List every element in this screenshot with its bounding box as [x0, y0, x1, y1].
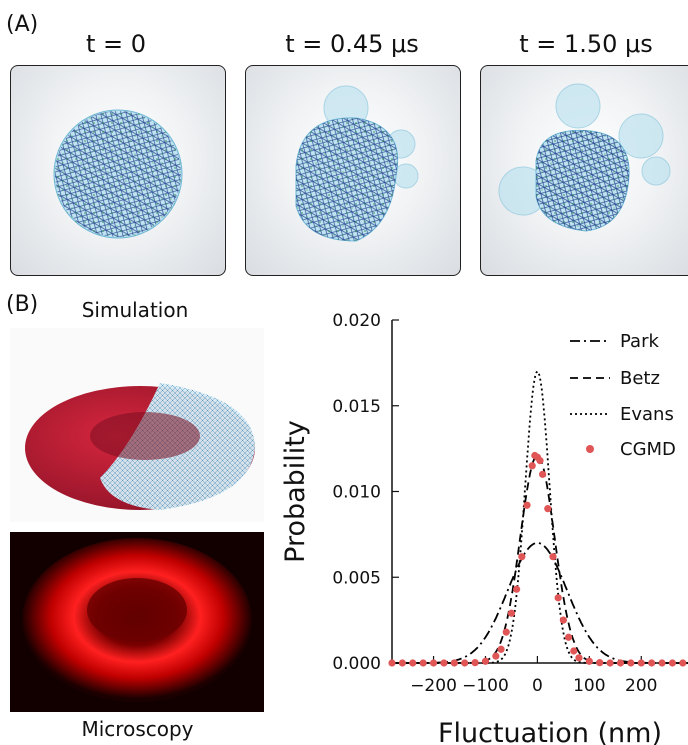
cgmd-point: [596, 659, 604, 667]
y-tick-label: 0.010: [332, 483, 381, 503]
cgmd-point: [648, 659, 656, 667]
cgmd-point: [606, 659, 614, 667]
x-tick-label: 0: [532, 676, 543, 696]
y-tick-label: 0.000: [332, 654, 381, 674]
snapshot-frame-2: [245, 65, 461, 276]
cgmd-point: [450, 659, 458, 667]
cgmd-point: [536, 457, 544, 465]
membrane-mesh-2: [295, 85, 419, 242]
cgmd-point: [429, 659, 438, 667]
legend-label-betz: Betz: [620, 368, 660, 389]
cgmd-point: [570, 647, 578, 655]
cgmd-point: [502, 628, 510, 636]
fluctuation-chart: 0.000 0.005 0.010 0.015 0.020 −200 −100 0 100 200…: [280, 311, 688, 745]
cgmd-point: [461, 659, 469, 667]
simulation-image: [10, 328, 264, 522]
cgmd-point: [409, 659, 417, 667]
membrane-mesh-1: [53, 109, 183, 239]
snapshot-time-1: t = 0: [85, 30, 147, 58]
x-tick-label: −200: [410, 676, 457, 696]
cgmd-point: [538, 470, 547, 478]
legend-label-park: Park: [620, 331, 659, 352]
legend-label-cgmd: CGMD: [620, 439, 676, 460]
snapshot-time-2: t = 0.45 μs: [285, 30, 419, 58]
cgmd-point: [554, 594, 562, 602]
cgmd-point: [549, 553, 557, 561]
y-tick-label: 0.015: [332, 397, 381, 417]
cgmd-point: [637, 659, 645, 667]
cgmd-point: [668, 659, 677, 667]
series-line-park: [392, 541, 688, 664]
cgmd-point: [471, 659, 479, 667]
x-tick-label: −100: [462, 676, 509, 696]
cgmd-point: [679, 659, 687, 667]
microscopy-caption: Microscopy: [81, 717, 194, 741]
cgmd-point: [492, 652, 500, 660]
cgmd-point: [388, 659, 396, 667]
legend-marker-cgmd: [586, 445, 594, 453]
y-axis-label: Probability: [280, 420, 311, 563]
cgmd-point: [559, 616, 567, 624]
snapshot-frame-3: [480, 65, 688, 276]
cgmd-point: [497, 645, 505, 653]
cgmd-point: [564, 633, 573, 641]
panel-a-label: (A): [6, 12, 39, 37]
cgmd-point: [658, 659, 666, 667]
cgmd-point: [585, 657, 593, 665]
simulation-caption: Simulation: [81, 298, 189, 322]
legend-label-evans: Evans: [620, 404, 674, 425]
y-tick-label: 0.005: [332, 568, 381, 588]
cgmd-point: [419, 659, 427, 667]
x-tick-label: 100: [573, 676, 605, 696]
membrane-mesh-3: [498, 83, 671, 232]
cgmd-point: [523, 501, 531, 509]
snapshot-frame-1: [10, 65, 226, 276]
x-axis-label: Fluctuation (nm): [438, 718, 662, 745]
y-tick-label: 0.020: [332, 311, 381, 331]
cgmd-point: [528, 462, 536, 470]
cgmd-point: [481, 657, 490, 665]
cgmd-point: [440, 659, 448, 667]
cgmd-point: [513, 585, 521, 593]
cgmd-point: [507, 609, 516, 617]
panel-b-label: (B): [6, 292, 39, 317]
microscopy-image: [10, 532, 264, 712]
cgmd-point: [627, 659, 635, 667]
x-tick-label: 200: [625, 676, 657, 696]
cgmd-point: [518, 553, 526, 561]
cgmd-point: [398, 659, 406, 667]
cgmd-point: [616, 659, 625, 667]
cgmd-point: [544, 505, 552, 513]
series-line-betz: [392, 454, 688, 664]
snapshot-time-3: t = 1.50 μs: [519, 30, 653, 58]
cgmd-point: [575, 654, 583, 662]
